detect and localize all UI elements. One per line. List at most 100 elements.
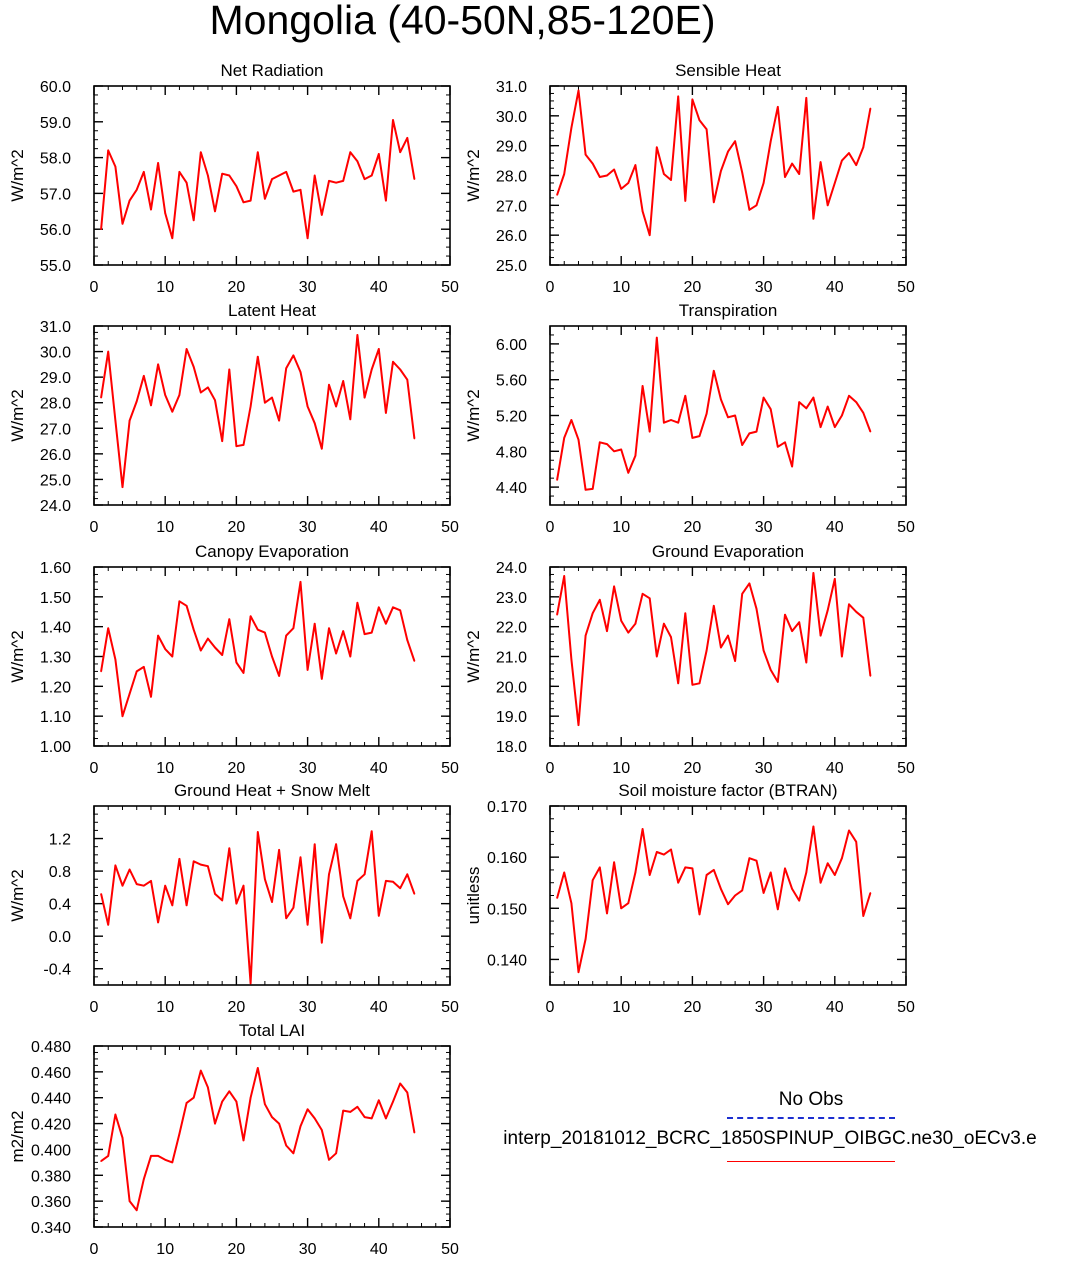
x-tick-label: 50	[897, 999, 915, 1016]
data-point	[577, 971, 580, 974]
data-point	[627, 471, 630, 474]
data-point	[798, 173, 800, 175]
data-point	[271, 178, 273, 180]
data-point	[207, 386, 209, 389]
data-point	[271, 655, 273, 658]
legend-obs-label: No Obs	[778, 1089, 844, 1110]
data-point	[648, 430, 651, 433]
data-point	[805, 97, 808, 99]
y-tick-label: 0.140	[487, 952, 527, 969]
y-tick-label: 0.420	[31, 1117, 71, 1134]
data-point	[192, 219, 195, 222]
y-tick-label: 1.00	[40, 739, 71, 756]
data-point	[755, 607, 758, 610]
data-point	[712, 604, 715, 607]
data-point	[741, 171, 744, 174]
data-point	[648, 234, 651, 236]
data-point	[221, 1100, 223, 1103]
data-point	[178, 1133, 181, 1135]
data-point	[171, 904, 174, 907]
data-point	[691, 867, 694, 870]
data-point	[235, 902, 238, 905]
data-point	[648, 597, 651, 600]
x-tick-label: 0	[546, 519, 555, 536]
data-point	[178, 600, 181, 603]
data-point	[157, 363, 159, 366]
series-line	[556, 572, 872, 727]
data-point	[848, 829, 850, 832]
data-point	[769, 871, 772, 874]
x-tick-label: 10	[156, 999, 174, 1016]
y-tick-label: 26.0	[40, 447, 71, 464]
data-point	[812, 572, 815, 574]
y-tick-label: 27.0	[40, 421, 71, 438]
data-point	[292, 190, 295, 193]
data-point	[755, 859, 758, 862]
x-tick-label: 50	[897, 760, 915, 777]
data-point	[392, 880, 394, 883]
data-point	[264, 631, 266, 634]
data-point	[855, 610, 857, 613]
data-point	[378, 606, 380, 609]
data-point	[370, 174, 373, 177]
data-point	[128, 199, 131, 202]
data-point	[641, 593, 644, 595]
series-line	[100, 580, 416, 718]
x-tick-label: 20	[228, 999, 246, 1016]
data-point	[413, 893, 416, 895]
data-point	[762, 892, 765, 894]
legend-obs-line	[727, 1117, 895, 1119]
x-tick-label: 0	[90, 999, 99, 1016]
data-point	[342, 180, 345, 182]
data-point	[627, 902, 630, 904]
data-point	[634, 164, 637, 166]
data-point	[100, 670, 102, 673]
data-point	[741, 593, 744, 595]
x-tick-label: 30	[299, 519, 317, 536]
data-point	[299, 856, 302, 859]
data-point	[114, 658, 117, 661]
data-point	[221, 899, 223, 902]
data-point	[135, 883, 138, 885]
data-point	[705, 128, 708, 131]
data-point	[641, 828, 644, 830]
data-point	[798, 401, 800, 403]
y-axis-label: W/m^2	[464, 630, 483, 682]
data-point	[698, 913, 701, 916]
data-point	[150, 404, 152, 407]
data-point	[720, 888, 722, 890]
data-point	[157, 921, 159, 924]
data-point	[613, 450, 615, 453]
data-point	[670, 419, 672, 421]
data-point	[599, 441, 601, 444]
x-tick-label: 50	[441, 1241, 459, 1258]
y-tick-label: 18.0	[496, 739, 527, 756]
y-tick-label: 31.0	[40, 319, 71, 336]
data-point	[349, 151, 352, 154]
series-line	[100, 1067, 416, 1212]
x-tick-label: 40	[826, 760, 844, 777]
data-point	[727, 416, 729, 419]
data-point	[577, 438, 580, 441]
data-point	[157, 162, 159, 164]
panel-title: Net Radiation	[220, 61, 323, 80]
data-point	[356, 160, 359, 162]
x-tick-label: 50	[441, 760, 459, 777]
data-point	[869, 430, 872, 433]
data-point	[769, 408, 772, 411]
data-point	[313, 422, 316, 424]
data-point	[221, 172, 223, 175]
y-tick-label: 24.0	[40, 498, 71, 515]
y-tick-label: 0.150	[487, 901, 527, 918]
data-point	[313, 1117, 316, 1120]
panel-title: Canopy Evaporation	[195, 542, 349, 561]
y-tick-label: 1.30	[40, 650, 71, 667]
data-point	[634, 871, 637, 874]
data-point	[741, 889, 744, 892]
data-point	[399, 368, 401, 371]
data-point	[663, 853, 665, 856]
panel-title: Total LAI	[239, 1021, 305, 1040]
data-point	[306, 237, 309, 239]
data-point	[777, 446, 779, 448]
data-point	[235, 445, 238, 447]
